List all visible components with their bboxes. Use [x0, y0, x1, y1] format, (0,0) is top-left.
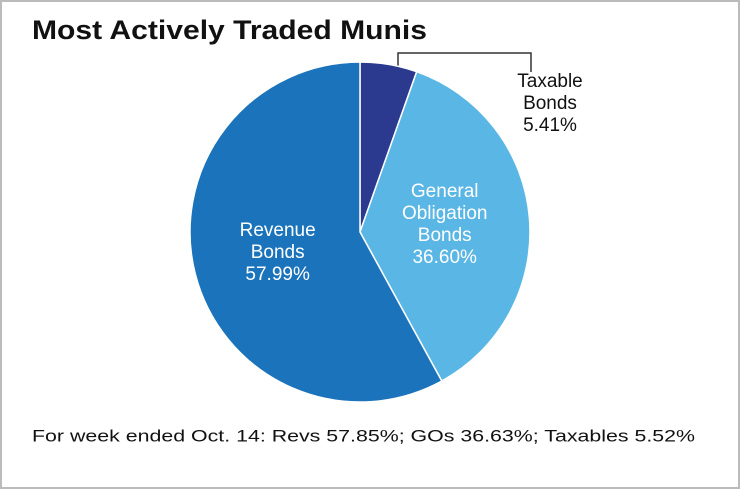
value-label: 5.41%	[523, 115, 577, 136]
pie-slice	[189, 61, 443, 403]
slice-label: Revenue Bonds	[240, 220, 316, 263]
pie-slice	[359, 70, 531, 383]
value-label: 57.99%	[245, 264, 310, 285]
slice-label: General Obligation Bonds	[402, 181, 488, 246]
value-label: 36.60%	[412, 247, 477, 268]
footnote: For week ended Oct. 14: Revs 57.85%; GOs…	[32, 426, 695, 445]
chart-title: Most Actively Traded Munis	[32, 15, 427, 45]
callout-line	[397, 52, 532, 72]
slice-label: Taxable Bonds	[517, 71, 583, 114]
